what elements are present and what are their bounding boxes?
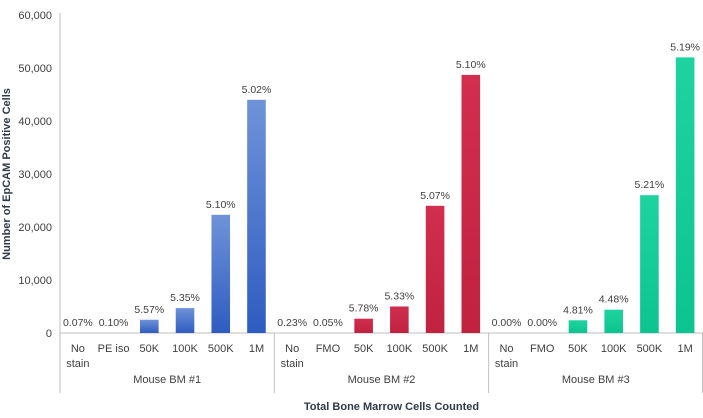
x-tick-label: 100K bbox=[601, 343, 627, 355]
x-tick-label: PE iso bbox=[98, 343, 130, 355]
x-tick-label: FMO bbox=[530, 343, 555, 355]
bar bbox=[604, 309, 623, 333]
data-label: 5.21% bbox=[635, 179, 665, 191]
data-label: 0.00% bbox=[492, 317, 522, 329]
data-label: 5.02% bbox=[242, 84, 272, 96]
data-label: 0.23% bbox=[277, 317, 307, 329]
data-label: 5.07% bbox=[420, 190, 450, 202]
data-label: 5.10% bbox=[206, 199, 236, 211]
x-tick-label: 1M bbox=[677, 343, 692, 355]
data-label: 5.35% bbox=[170, 292, 200, 304]
y-tick-label: 60,000 bbox=[18, 10, 52, 22]
bar bbox=[247, 99, 266, 333]
data-label: 5.57% bbox=[134, 304, 164, 316]
data-label: 0.05% bbox=[313, 317, 343, 329]
x-tick-label: 100K bbox=[387, 343, 413, 355]
y-tick-label: 0 bbox=[46, 328, 52, 340]
bar bbox=[425, 205, 445, 333]
bar bbox=[390, 306, 409, 333]
x-axis: No stain PE iso 50K 100K 500K 1M Mouse BM #1 No s… bbox=[59, 333, 703, 393]
plot-area: 0.07% 0.10% 5.57% 5.35% 5.10% 5.02% 0.23% 0.05%… bbox=[59, 13, 703, 334]
x-tick-label: 500K bbox=[208, 343, 234, 355]
x-tick-label: stain bbox=[495, 358, 518, 370]
x-tick-label: 50K bbox=[568, 343, 588, 355]
x-tick-label: FMO bbox=[316, 343, 341, 355]
bar bbox=[175, 308, 195, 333]
bar bbox=[568, 320, 588, 333]
data-label: 0.10% bbox=[99, 317, 129, 329]
y-tick-label: 20,000 bbox=[18, 222, 52, 234]
y-tick-label: 10,000 bbox=[18, 275, 52, 287]
x-axis-title: Total Bone Marrow Cells Counted bbox=[304, 401, 479, 413]
x-tick-label: stain bbox=[66, 358, 89, 370]
data-label: 5.19% bbox=[670, 41, 700, 53]
y-tick-label: 50,000 bbox=[18, 63, 52, 75]
bar bbox=[211, 214, 231, 333]
y-axis-title: Number of EpCAM Positive Cells bbox=[1, 88, 13, 260]
x-tick-label: 1M bbox=[463, 343, 478, 355]
x-tick-label: stain bbox=[281, 358, 304, 370]
x-tick-label: 50K bbox=[354, 343, 374, 355]
y-tick-label: 40,000 bbox=[18, 116, 52, 128]
y-tick-label: 30,000 bbox=[18, 169, 52, 181]
x-tick-label: 1M bbox=[249, 343, 264, 355]
bar bbox=[140, 319, 159, 333]
bar bbox=[354, 318, 373, 333]
x-tick-label: No bbox=[499, 343, 513, 355]
data-label: 5.78% bbox=[349, 303, 379, 315]
x-tick-label: No bbox=[71, 343, 85, 355]
data-label: 5.10% bbox=[456, 59, 486, 71]
x-tick-label: 500K bbox=[637, 343, 663, 355]
data-label: 0.00% bbox=[527, 317, 557, 329]
x-tick-label: 100K bbox=[172, 343, 198, 355]
group-label: Mouse BM #3 bbox=[562, 374, 630, 386]
x-tick-label: 500K bbox=[422, 343, 448, 355]
group-label: Mouse BM #2 bbox=[348, 374, 416, 386]
data-label: 5.33% bbox=[384, 291, 414, 303]
data-label: 4.48% bbox=[599, 294, 629, 306]
x-tick-label: No bbox=[285, 343, 299, 355]
group-label: Mouse BM #1 bbox=[133, 374, 201, 386]
data-label: 4.81% bbox=[563, 304, 593, 316]
x-tick-label: 50K bbox=[140, 343, 160, 355]
data-label: 0.07% bbox=[63, 317, 93, 329]
bar bbox=[640, 195, 659, 333]
bar bbox=[461, 74, 481, 333]
bar bbox=[675, 57, 695, 334]
y-axis-ticks: 0 10,000 20,000 30,000 40,000 50,000 60,000 bbox=[18, 10, 52, 340]
